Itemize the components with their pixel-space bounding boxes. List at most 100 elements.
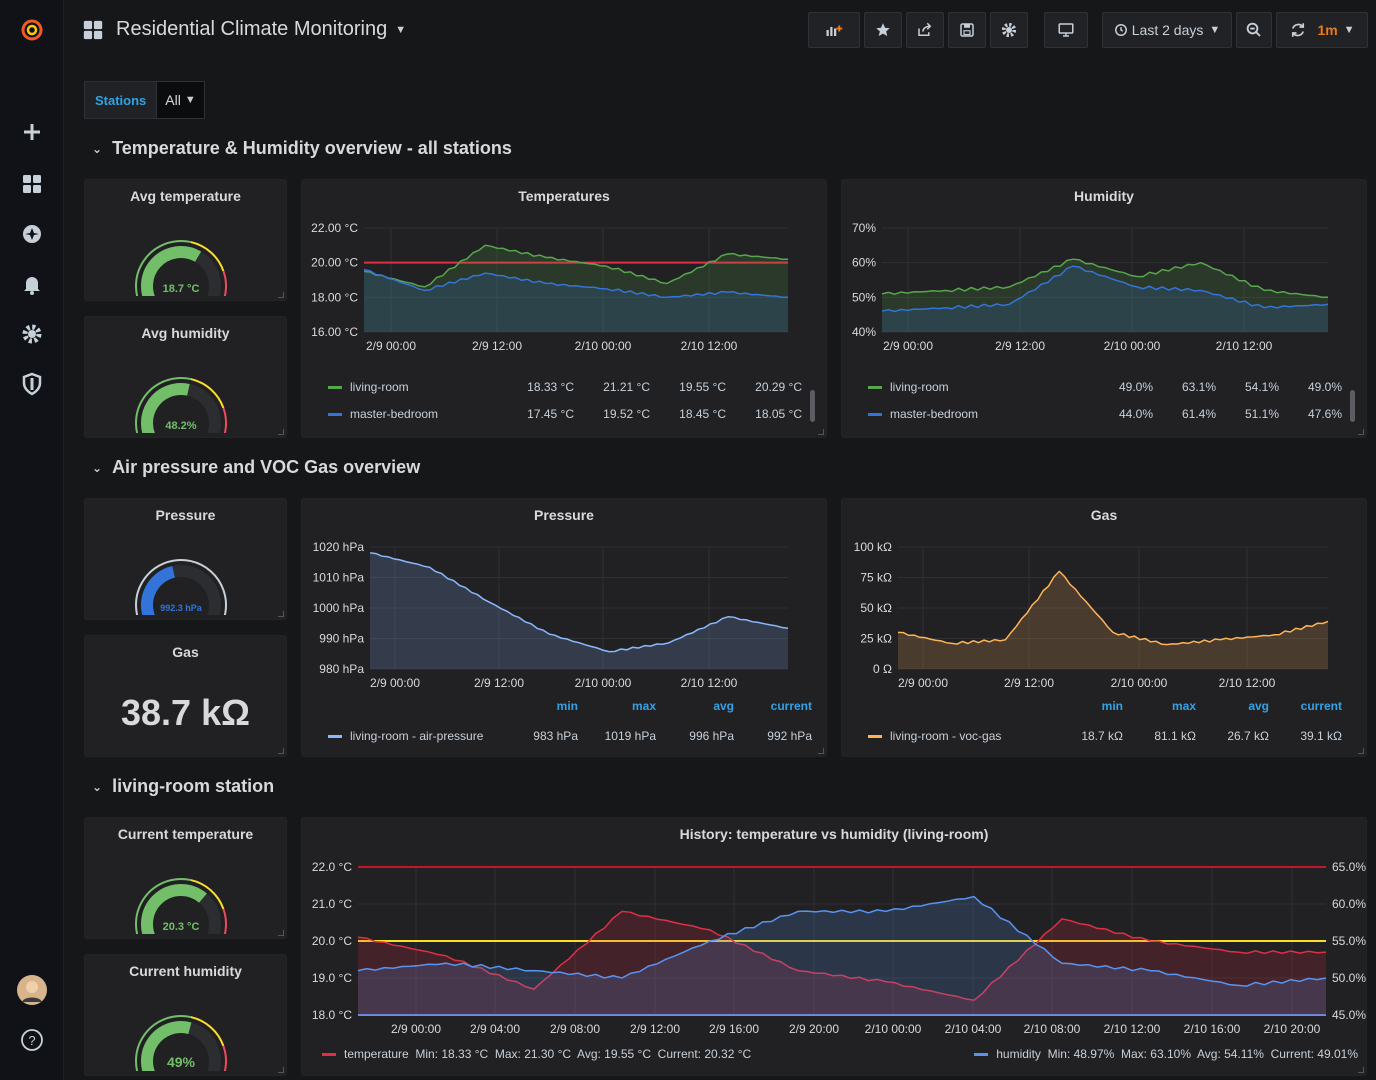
legend-row[interactable]: living-room 18.33 °C 21.21 °C 19.55 °C 20.29… <box>328 376 802 398</box>
resize-handle[interactable] <box>1358 1067 1364 1073</box>
legend-row[interactable]: living-room - voc-gas 18.7 kΩ 81.1 kΩ 26.7 … <box>868 725 1342 747</box>
tv-mode-button[interactable] <box>1044 12 1088 48</box>
dashboard-grid-icon <box>83 20 103 39</box>
gauge-value: 49% <box>167 1054 196 1070</box>
gas-graph[interactable]: 100 kΩ 75 kΩ 50 kΩ 25 kΩ 0 Ω 2/9 00:00 2/9 12:… <box>842 535 1368 695</box>
plus-icon[interactable] <box>16 116 48 148</box>
row-header-temp-humidity[interactable]: ⌄ Temperature & Humidity overview - all s… <box>92 138 512 159</box>
gauge-value: 20.3 °C <box>163 921 200 933</box>
y-tick-label: 22.00 °C <box>311 221 358 235</box>
legend-header-avg[interactable]: avg <box>1248 699 1269 713</box>
legend-value: 39.1 kΩ <box>1300 729 1342 743</box>
row-header-living-room[interactable]: ⌄ living-room station <box>92 776 274 797</box>
legend-header-min[interactable]: min <box>1101 699 1123 713</box>
legend-header-current[interactable]: current <box>770 699 812 713</box>
x-tick-label: 2/9 00:00 <box>370 676 420 690</box>
resize-handle[interactable] <box>818 429 824 435</box>
panel-avg-humidity[interactable]: Avg humidity 48.2% <box>84 316 287 438</box>
panel-current-humidity[interactable]: Current humidity 49% <box>84 954 287 1076</box>
dashboards-icon[interactable] <box>16 168 48 200</box>
history-legend-humidity[interactable]: humidity Min: 48.97% Max: 63.10% Avg: 54… <box>974 1047 1358 1061</box>
resize-handle[interactable] <box>278 1067 284 1073</box>
legend-series-name[interactable]: living-room <box>890 380 949 394</box>
legend-row[interactable]: living-room - air-pressure 983 hPa 1019 hP… <box>328 725 812 747</box>
legend-header-avg[interactable]: avg <box>713 699 734 713</box>
shield-icon[interactable] <box>16 368 48 400</box>
legend-header-min[interactable]: min <box>556 699 578 713</box>
panel-current-temperature[interactable]: Current temperature 20.3 °C <box>84 817 287 939</box>
legend-series-name[interactable]: living-room - air-pressure <box>350 729 484 743</box>
legend-swatch <box>322 1052 336 1056</box>
history-legend-temperature[interactable]: temperature Min: 18.33 °C Max: 21.30 °C … <box>322 1047 751 1061</box>
humidity-graph[interactable]: 70% 60% 50% 40% 2/9 00:00 2/9 12:00 2/10 00:00… <box>842 216 1368 356</box>
refresh-picker[interactable]: 1m ▼ <box>1276 12 1368 48</box>
legend-header-current[interactable]: current <box>1300 699 1342 713</box>
dashboard-title-picker[interactable]: Residential Climate Monitoring ▼ <box>82 18 406 41</box>
panel-humidity[interactable]: Humidity 70% 60% 50% 40% 2/9 00:00 2/9 12:00 2… <box>841 179 1367 438</box>
help-icon[interactable]: ? <box>16 1024 48 1056</box>
legend-header-max[interactable]: max <box>1171 699 1196 713</box>
series-line-living-room <box>881 258 1329 299</box>
resize-handle[interactable] <box>278 611 284 617</box>
save-button[interactable] <box>948 12 986 48</box>
legend-series-name[interactable]: master-bedroom <box>350 407 439 421</box>
legend-header-max[interactable]: max <box>631 699 656 713</box>
temperatures-graph[interactable]: 22.00 °C 20.00 °C 18.00 °C 16.00 °C 2/9 00:0… <box>302 216 828 356</box>
legend-scrollbar[interactable] <box>1350 390 1355 422</box>
x-tick-label: 2/10 00:00 <box>575 339 632 353</box>
resize-handle[interactable] <box>1358 429 1364 435</box>
x-tick-label: 2/9 12:00 <box>472 339 522 353</box>
panel-gas[interactable]: Gas 100 kΩ 75 kΩ 50 kΩ 25 kΩ 0 Ω 2/9 00:00 2/9… <box>841 498 1367 757</box>
resize-handle[interactable] <box>278 292 284 298</box>
legend-value: 19.55 °C <box>679 380 726 394</box>
add-panel-button[interactable] <box>808 12 860 48</box>
settings-button[interactable] <box>990 12 1028 48</box>
template-variables: Stations All ▼ <box>84 81 205 119</box>
legend-row[interactable]: master-bedroom 17.45 °C 19.52 °C 18.45 °C 18… <box>328 403 802 425</box>
time-range-picker[interactable]: Last 2 days ▼ <box>1102 12 1232 48</box>
legend-row[interactable]: living-room 49.0% 63.1% 54.1% 49.0% <box>868 376 1342 398</box>
explore-icon[interactable] <box>16 218 48 250</box>
share-button[interactable] <box>906 12 944 48</box>
gas-stat-value: 38.7 kΩ <box>121 692 250 733</box>
legend-scrollbar[interactable] <box>810 390 815 422</box>
row-header-pressure-gas[interactable]: ⌄ Air pressure and VOC Gas overview <box>92 457 420 478</box>
zoom-out-button[interactable] <box>1236 12 1272 48</box>
row-title: living-room station <box>112 776 275 796</box>
legend-series-name[interactable]: living-room <box>350 380 409 394</box>
panel-temperatures[interactable]: Temperatures 22.00 °C 20.00 °C 18.00 °C 16.… <box>301 179 827 438</box>
panel-pressure-gauge[interactable]: Pressure 992.3 hPa <box>84 498 287 620</box>
series-line-master-bedroom <box>363 268 788 299</box>
monitor-icon <box>1058 23 1074 37</box>
panel-history[interactable]: History: temperature vs humidity (living… <box>301 817 1367 1076</box>
x-tick-label: 2/9 08:00 <box>550 1022 600 1036</box>
resize-handle[interactable] <box>818 748 824 754</box>
variable-select-stations[interactable]: All ▼ <box>157 81 205 119</box>
legend-series-name[interactable]: master-bedroom <box>890 407 979 421</box>
resize-handle[interactable] <box>278 930 284 936</box>
series-line-humidity <box>357 895 1327 987</box>
gear-icon[interactable] <box>16 318 48 350</box>
legend-series-name[interactable]: living-room - voc-gas <box>890 729 1002 743</box>
y-tick-label: 70% <box>852 221 876 235</box>
panel-avg-temperature[interactable]: Avg temperature 18.7 °C <box>84 179 287 301</box>
star-button[interactable] <box>864 12 902 48</box>
panel-title: Avg temperature <box>130 188 241 204</box>
resize-handle[interactable] <box>278 748 284 754</box>
x-tick-label: 2/10 20:00 <box>1264 1022 1321 1036</box>
legend-row[interactable]: master-bedroom 44.0% 61.4% 51.1% 47.6% <box>868 403 1342 425</box>
history-graph[interactable]: 22.0 °C 21.0 °C 20.0 °C 19.0 °C 18.0 °C 2/9 0… <box>302 854 1368 1044</box>
user-avatar[interactable] <box>16 974 48 1006</box>
grafana-logo-icon[interactable] <box>16 14 48 46</box>
bell-icon[interactable] <box>16 268 48 300</box>
resize-handle[interactable] <box>1358 748 1364 754</box>
y-tick-label: 1020 hPa <box>313 540 365 554</box>
legend-values: 18.7 kΩ 81.1 kΩ 26.7 kΩ 39.1 kΩ <box>1050 725 1342 747</box>
y-right-tick-label: 65.0% <box>1332 860 1366 874</box>
resize-handle[interactable] <box>278 429 284 435</box>
gauge-threshold-high <box>222 407 227 433</box>
panel-pressure[interactable]: Pressure 1020 hPa 1010 hPa 1000 hPa 990 hPa… <box>301 498 827 757</box>
panel-gas-stat[interactable]: Gas 38.7 kΩ <box>84 635 287 757</box>
panel-title: Temperatures <box>518 188 610 204</box>
pressure-graph[interactable]: 1020 hPa 1010 hPa 1000 hPa 990 hPa 980 hPa 2/… <box>302 535 828 695</box>
